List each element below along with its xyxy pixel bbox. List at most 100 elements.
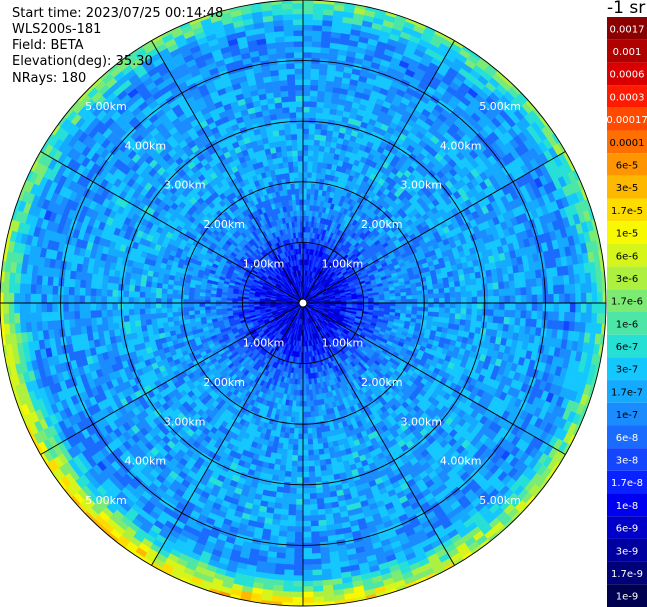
data-cell: [308, 139, 315, 146]
data-cell: [311, 432, 318, 440]
data-cell: [311, 52, 321, 59]
data-cell: [312, 155, 319, 163]
data-cell: [400, 291, 407, 297]
data-cell: [308, 133, 316, 141]
data-cell: [318, 74, 328, 81]
data-cell: [312, 24, 323, 32]
data-cell: [309, 482, 317, 489]
data-cell: [411, 302, 418, 308]
data-cell: [319, 535, 329, 543]
data-cell: [492, 282, 500, 290]
data-cell: [310, 68, 320, 75]
data-cell: [308, 389, 313, 396]
data-cell: [531, 310, 538, 320]
data-cell: [442, 277, 450, 284]
data-cell: [311, 553, 322, 560]
data-cell: [302, 19, 314, 26]
data-cell: [316, 432, 323, 439]
data-cell: [438, 287, 445, 294]
data-cell: [373, 297, 380, 301]
data-cell: [466, 302, 473, 310]
data-cell: [317, 514, 327, 521]
data-cell: [302, 13, 314, 20]
data-cell: [417, 294, 424, 300]
data-cell: [311, 563, 322, 571]
data-cell: [320, 557, 331, 565]
data-cell: [487, 309, 495, 317]
data-cell: [302, 51, 313, 58]
data-cell: [433, 297, 440, 304]
data-cell: [302, 199, 307, 206]
data-cell: [453, 275, 460, 282]
data-cell: [307, 155, 314, 162]
data-cell: [454, 313, 462, 320]
data-cell: [508, 317, 516, 326]
data-cell: [389, 299, 396, 304]
data-cell: [568, 321, 576, 332]
data-cell: [306, 411, 312, 418]
data-cell: [498, 309, 505, 318]
data-cell: [444, 297, 451, 304]
data-cell: [310, 183, 316, 190]
data-cell: [480, 276, 488, 285]
data-cell: [519, 317, 527, 327]
data-cell: [509, 309, 516, 319]
data-cell: [504, 309, 511, 318]
data-cell: [317, 79, 327, 87]
data-cell: [471, 302, 478, 310]
data-cell: [309, 95, 318, 102]
data-cell: [465, 290, 473, 298]
data-cell: [317, 161, 323, 169]
data-cell: [309, 504, 318, 511]
data-cell: [302, 122, 310, 129]
data-cell: [308, 144, 315, 151]
data-cell: [465, 285, 472, 292]
data-cell: [322, 112, 330, 120]
data-cell: [309, 498, 318, 505]
data-cell: [312, 30, 323, 37]
data-cell: [586, 302, 593, 314]
data-cell: [520, 294, 527, 304]
data-cell: [321, 30, 332, 38]
data-cell: [586, 292, 593, 304]
data-cell: [498, 302, 506, 311]
data-cell: [318, 68, 328, 76]
data-cell: [312, 585, 324, 593]
data-cell: [314, 134, 321, 141]
data-cell: [310, 62, 320, 70]
data-cell: [481, 283, 489, 291]
data-cell: [311, 35, 322, 43]
data-cell: [318, 145, 326, 153]
data-cell: [438, 292, 445, 299]
data-cell: [475, 277, 483, 286]
data-cell: [548, 302, 555, 313]
data-cell: [417, 298, 424, 304]
data-cell: [305, 378, 309, 386]
data-cell: [368, 297, 375, 301]
data-cell: [563, 284, 571, 295]
data-cell: [309, 509, 319, 516]
data-cell: [302, 188, 308, 195]
data-cell: [309, 405, 315, 413]
data-cell: [311, 427, 317, 434]
data-cell: [306, 400, 311, 407]
data-cell: [309, 106, 317, 113]
data-cell: [302, 160, 309, 167]
data-cell: [378, 297, 386, 301]
data-cell: [320, 552, 331, 559]
data-cell: [411, 290, 418, 296]
data-cell: [312, 8, 324, 15]
data-cell: [508, 280, 516, 289]
data-cell: [319, 63, 329, 71]
data-cell: [471, 296, 478, 304]
data-cell: [503, 316, 510, 325]
data-cell: [455, 308, 462, 315]
data-cell: [464, 319, 472, 327]
data-cell: [411, 306, 418, 312]
data-cell: [525, 310, 533, 320]
data-cell: [563, 321, 570, 332]
data-cell: [498, 295, 506, 304]
data-cell: [536, 286, 544, 296]
data-cell: [406, 295, 413, 300]
data-cell: [465, 308, 473, 316]
